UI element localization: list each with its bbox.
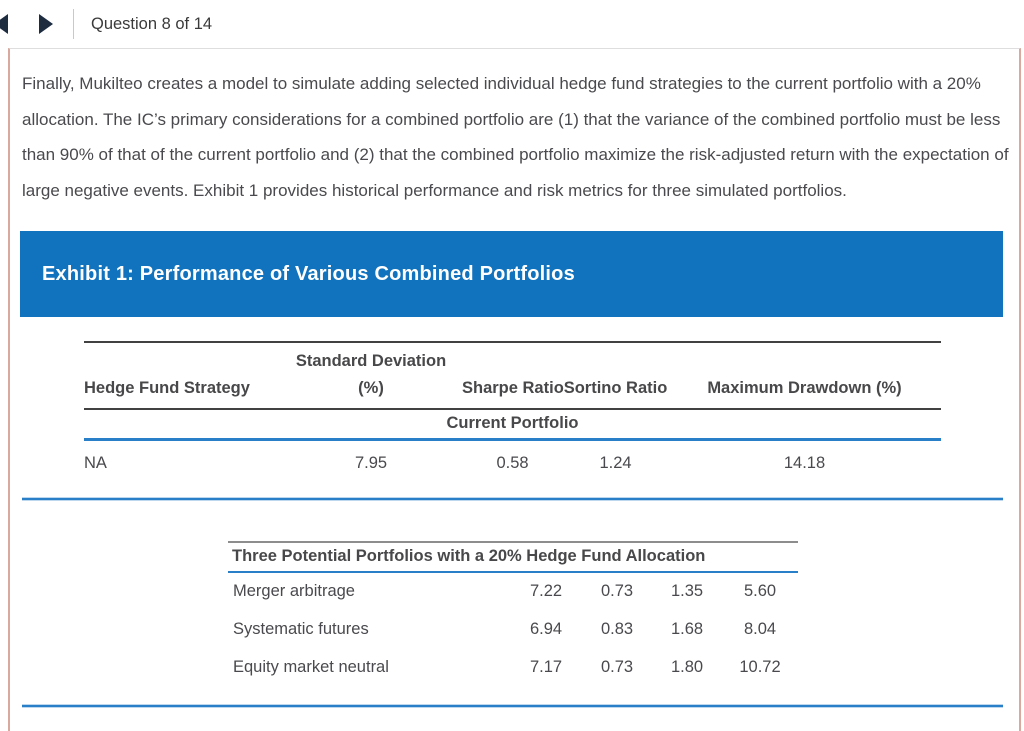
col-header-sortino-ratio: Sortino Ratio bbox=[563, 342, 668, 410]
sharpe-cell: 0.73 bbox=[600, 582, 634, 600]
question-stem-paragraph: Finally, Mukilteo creates a model to sim… bbox=[22, 74, 1009, 200]
sortino-cell: 1.68 bbox=[670, 620, 704, 638]
col-header-maximum-drawdown: Maximum Drawdown (%) bbox=[668, 342, 941, 410]
std-dev-cell: 7.95 bbox=[354, 454, 388, 472]
sortino-cell: 1.35 bbox=[670, 582, 704, 600]
sharpe-cell: 0.73 bbox=[600, 658, 634, 676]
col-header-standard-deviation: Standard Deviation (%) bbox=[280, 342, 462, 410]
current-portfolio-section-label: Current Portfolio bbox=[84, 409, 941, 441]
topbar-divider bbox=[73, 9, 74, 39]
sharpe-cell: 0.58 bbox=[496, 454, 529, 472]
std-dev-header-line1: Standard Deviation bbox=[295, 352, 447, 370]
strategy-cell: Merger arbitrage bbox=[233, 582, 355, 600]
std-dev-cell: 6.94 bbox=[529, 620, 563, 638]
next-arrow-icon bbox=[39, 14, 53, 34]
col-header-hedge-fund-strategy: Hedge Fund Strategy bbox=[84, 342, 280, 410]
strategy-cell: Systematic futures bbox=[233, 620, 369, 638]
question-counter: Question 8 of 14 bbox=[91, 14, 213, 33]
strategy-cell: NA bbox=[84, 454, 107, 472]
sortino-cell: 1.80 bbox=[670, 658, 704, 676]
question-nav-bar: Question 8 of 14 bbox=[0, 0, 1024, 48]
table-row: Equity market neutral 7.17 0.73 1.80 10.… bbox=[228, 649, 798, 687]
sharpe-cell: 0.83 bbox=[600, 620, 634, 638]
section-header-row: Current Portfolio bbox=[84, 409, 941, 441]
bottom-divider-rule bbox=[22, 704, 1003, 708]
strategy-cell: Equity market neutral bbox=[233, 658, 389, 676]
section-header-row: Three Potential Portfolios with a 20% He… bbox=[228, 542, 799, 573]
potential-portfolios-table: Three Potential Portfolios with a 20% He… bbox=[228, 541, 799, 687]
std-dev-header-line2: (%) bbox=[358, 379, 384, 397]
question-content-panel: Finally, Mukilteo creates a model to sim… bbox=[8, 48, 1021, 731]
previous-question-button[interactable] bbox=[0, 14, 8, 34]
max-drawdown-cell: 14.18 bbox=[783, 454, 826, 472]
section-divider-rule bbox=[22, 497, 1003, 501]
prev-arrow-icon bbox=[0, 14, 8, 34]
max-drawdown-cell: 10.72 bbox=[739, 658, 781, 676]
std-dev-cell: 7.17 bbox=[529, 658, 563, 676]
col-header-sharpe-ratio: Sharpe Ratio bbox=[462, 342, 564, 410]
next-question-button[interactable] bbox=[8, 14, 53, 34]
current-portfolio-table: Hedge Fund Strategy Standard Deviation (… bbox=[84, 341, 941, 487]
table-row: NA 7.95 0.58 1.24 14.18 bbox=[84, 440, 941, 488]
table-row: Merger arbitrage 7.22 0.73 1.35 5.60 bbox=[228, 572, 798, 611]
potential-portfolios-section-label: Three Potential Portfolios with a 20% He… bbox=[228, 542, 799, 573]
table-header-row: Hedge Fund Strategy Standard Deviation (… bbox=[84, 342, 941, 410]
sortino-cell: 1.24 bbox=[599, 454, 632, 472]
exhibit-banner: Exhibit 1: Performance of Various Combin… bbox=[20, 231, 1003, 317]
max-drawdown-cell: 5.60 bbox=[743, 582, 777, 600]
table-row: Systematic futures 6.94 0.83 1.68 8.04 bbox=[228, 611, 798, 649]
max-drawdown-cell: 8.04 bbox=[743, 620, 777, 638]
std-dev-cell: 7.22 bbox=[529, 582, 563, 600]
